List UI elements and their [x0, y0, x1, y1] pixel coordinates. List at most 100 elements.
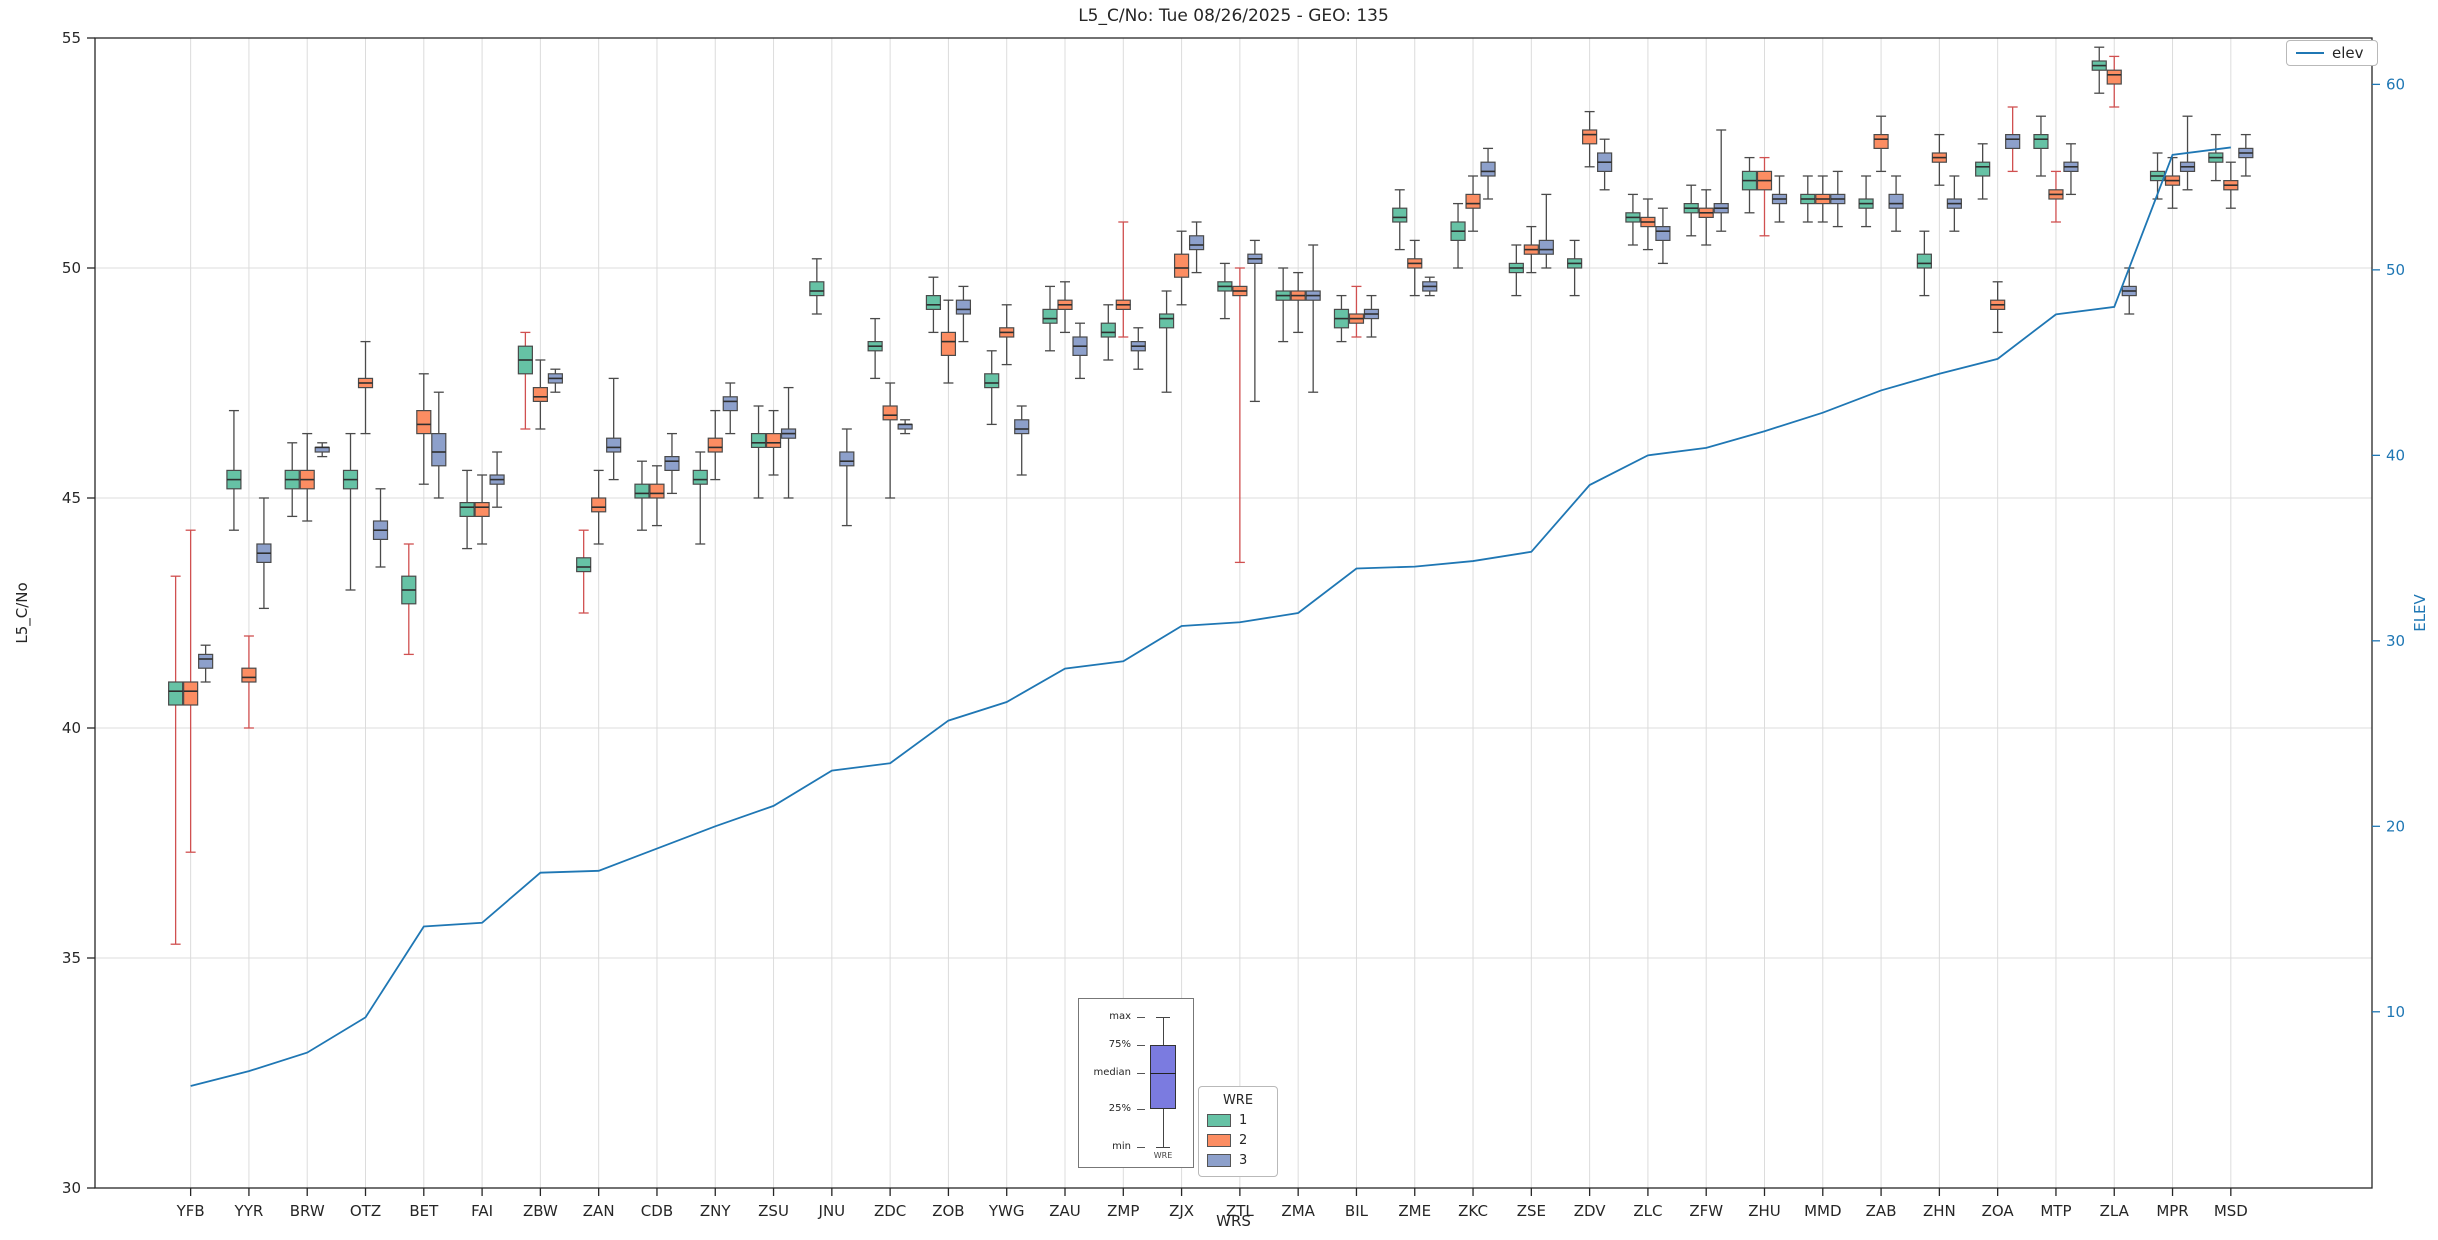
svg-text:10: 10: [2386, 1003, 2405, 1021]
box-3-ZKC: [1480, 147, 1496, 200]
mini-boxplot-box: [1150, 1045, 1176, 1109]
box-3-ZAU: [1072, 322, 1088, 380]
chart-title: L5_C/No: Tue 08/26/2025 - GEO: 135: [1078, 6, 1389, 26]
box-1-ZMP: [1100, 304, 1116, 361]
box-2-ZJX: [1173, 230, 1190, 306]
svg-text:ZAB: ZAB: [1866, 1202, 1897, 1220]
wre-legend: WRE 1 2 3: [1198, 1086, 1278, 1177]
inset-label-min: min: [1112, 1141, 1131, 1152]
box-1-ZBW: [517, 331, 533, 430]
box-1-YFB: [168, 575, 184, 945]
y-axis-label-left: L5_C/No: [13, 582, 31, 644]
svg-text:45: 45: [62, 489, 81, 507]
svg-text:40: 40: [62, 719, 81, 737]
svg-text:40: 40: [2386, 446, 2405, 464]
box-2-ZBW: [532, 359, 548, 430]
inset-label-q3: 75%: [1108, 1039, 1131, 1050]
box-1-MTP: [2033, 115, 2049, 177]
plot-border: [94, 37, 2373, 1189]
box-1-ZJX: [1158, 290, 1175, 393]
box-2-ZME: [1407, 239, 1423, 297]
svg-text:YYR: YYR: [234, 1202, 264, 1220]
box-2-BIL: [1348, 285, 1365, 338]
y-axis-label-right: ELEV: [2411, 594, 2429, 632]
box-3-ZDC: [897, 419, 913, 435]
svg-text:55: 55: [62, 29, 81, 47]
svg-text:ZLC: ZLC: [1633, 1202, 1662, 1220]
elev-line: [190, 146, 2231, 1087]
box-1-ZHU: [1741, 156, 1758, 214]
svg-text:FAI: FAI: [471, 1202, 493, 1220]
box-1-ZMA: [1275, 267, 1291, 343]
svg-text:ZLA: ZLA: [2100, 1202, 2130, 1220]
box-1-FAI: [459, 469, 475, 550]
box-1-ZOB: [925, 276, 942, 334]
box-2-OTZ: [357, 340, 374, 435]
y-axis-right-ticks: 10 20 30 40 50 60: [2372, 75, 2405, 1021]
inset-leader-q1: [1137, 1109, 1145, 1110]
box-3-YYR: [256, 497, 272, 610]
box-3-ZJX: [1188, 221, 1205, 274]
svg-text:ZKC: ZKC: [1458, 1202, 1488, 1220]
svg-text:ZHN: ZHN: [1923, 1202, 1956, 1220]
box-2-ZAB: [1873, 115, 1889, 173]
box-1-ZKC: [1450, 202, 1466, 269]
svg-text:ZHU: ZHU: [1748, 1202, 1781, 1220]
box-3-CDB: [664, 432, 680, 495]
box-2-YFB: [183, 529, 199, 853]
mini-boxplot-cap-top: [1156, 1017, 1170, 1018]
legend-entry-3: 3: [1207, 1153, 1269, 1168]
box-1-BET: [401, 543, 417, 656]
box-1-JNU: [809, 258, 825, 315]
svg-text:ZAU: ZAU: [1049, 1202, 1081, 1220]
box-2-ZNY: [707, 409, 723, 481]
box-1-ZAB: [1858, 175, 1874, 228]
box-1-ZNY: [692, 451, 708, 545]
svg-text:ZMA: ZMA: [1281, 1202, 1315, 1220]
box-3-FAI: [489, 451, 505, 508]
box-1-ZSU: [750, 405, 767, 499]
inset-label-q1: 25%: [1108, 1103, 1131, 1114]
svg-text:ZDV: ZDV: [1574, 1202, 1607, 1220]
svg-text:ZOB: ZOB: [932, 1202, 964, 1220]
box-1-ZME: [1392, 189, 1408, 251]
box-3-OTZ: [372, 488, 389, 568]
box-1-ZFW: [1683, 184, 1699, 237]
boxplot-series-1: [168, 46, 2224, 945]
inset-leader-median: [1137, 1073, 1145, 1074]
svg-text:35: 35: [62, 949, 81, 967]
svg-text:ZBW: ZBW: [523, 1202, 558, 1220]
box-3-MTP: [2063, 143, 2079, 196]
box-2-ZSU: [765, 409, 782, 476]
box-1-CDB: [634, 460, 650, 531]
svg-text:30: 30: [2386, 632, 2405, 650]
box-1-YYR: [226, 409, 242, 531]
svg-text:MTP: MTP: [2040, 1202, 2071, 1220]
svg-text:BET: BET: [409, 1202, 439, 1220]
series-2-swatch: [1207, 1134, 1231, 1147]
box-1-MSD: [2208, 133, 2224, 182]
mini-boxplot-median: [1150, 1073, 1176, 1074]
box-1-OTZ: [342, 432, 359, 591]
series-1-label: 1: [1239, 1113, 1248, 1128]
box-1-ZSE: [1508, 244, 1524, 297]
box-3-ZMP: [1130, 327, 1146, 370]
x-axis-label: WRS: [1216, 1212, 1251, 1230]
box-3-YFB: [198, 644, 214, 683]
svg-text:20: 20: [2386, 817, 2405, 835]
inset-label-max: max: [1109, 1011, 1131, 1022]
box-3-ZME: [1422, 276, 1438, 297]
series-3-swatch: [1207, 1154, 1231, 1167]
box-3-ZOA: [2005, 106, 2021, 173]
inset-leader-q3: [1137, 1045, 1145, 1046]
box-3-ZNY: [722, 382, 738, 435]
box-2-ZKC: [1465, 175, 1481, 232]
box-2-ZLC: [1640, 198, 1656, 251]
mini-boxplot-cap-bottom: [1156, 1147, 1170, 1148]
box-3-ZMA: [1305, 244, 1321, 393]
box-3-YWG: [1014, 405, 1030, 476]
box-1-ZAU: [1042, 285, 1058, 352]
box-1-BIL: [1333, 294, 1350, 343]
box-3-MMD: [1830, 170, 1846, 228]
